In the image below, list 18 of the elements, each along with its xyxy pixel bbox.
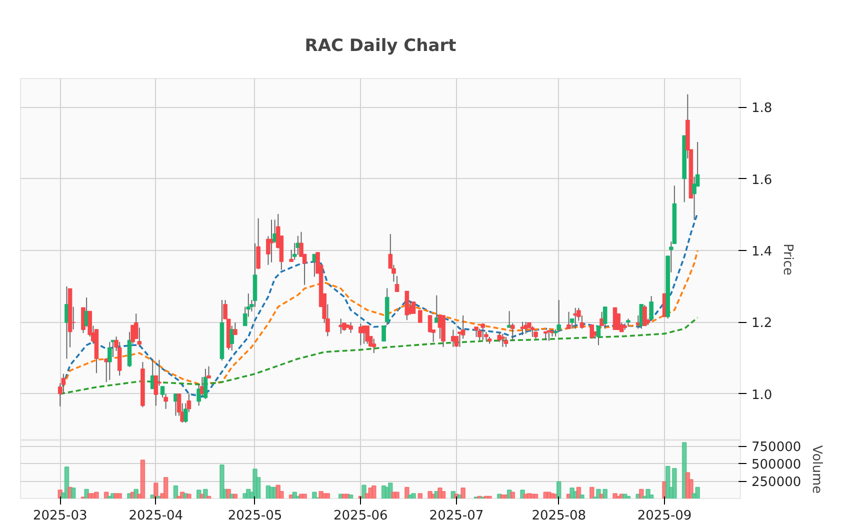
- y-axis-title: Price: [780, 244, 796, 276]
- y-tick-label: 500000: [752, 458, 802, 473]
- y-tick-label: 1.4: [752, 244, 772, 260]
- x-tick-label: 2025-05: [228, 508, 282, 524]
- x-tick-label: 2025-03: [32, 508, 88, 524]
- x-tick-label: 2025-06: [334, 508, 388, 524]
- y-tick-label: 750000: [752, 440, 802, 456]
- x-tick-label: 2025-09: [637, 508, 692, 524]
- y-tick-label: 1.6: [752, 172, 772, 188]
- y-tick-label: 1.8: [752, 101, 772, 116]
- x-tick-label: 2025-04: [128, 508, 184, 524]
- y-axis-title: Volume: [809, 445, 824, 494]
- y-tick-label: 1.2: [752, 316, 772, 332]
- chart-title: RAC Daily Chart: [304, 36, 456, 56]
- y-tick-label: 1.0: [752, 388, 772, 403]
- x-tick-label: 2025-07: [429, 508, 484, 524]
- y-tick-label: 250000: [752, 475, 802, 490]
- x-tick-label: 2025-08: [532, 508, 586, 524]
